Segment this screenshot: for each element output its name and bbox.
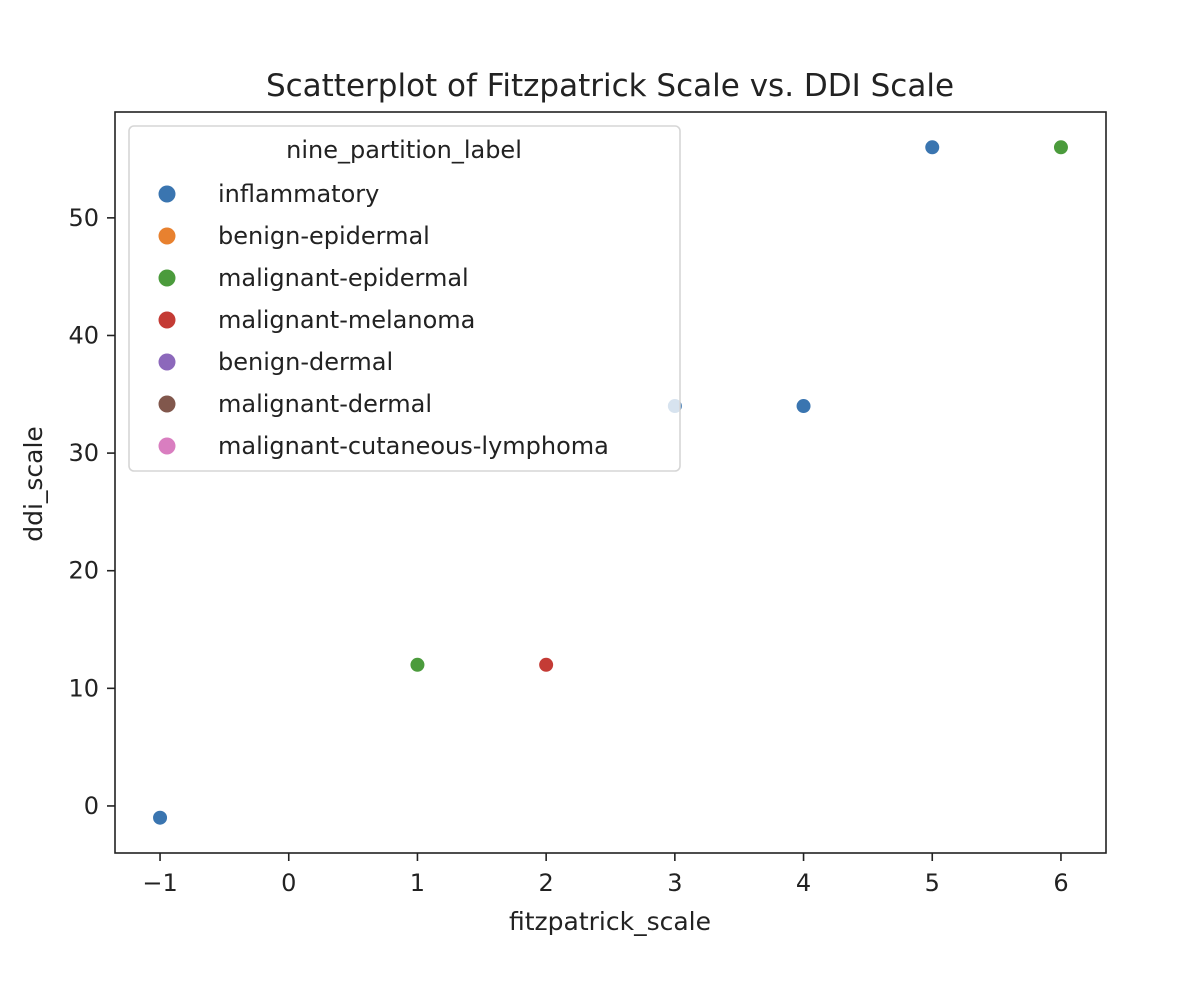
data-point-malignant-melanoma <box>538 656 555 673</box>
x-tick-label: 4 <box>796 869 811 897</box>
data-point-inflammatory <box>152 809 169 826</box>
legend-marker-inflammatory <box>158 185 176 203</box>
chart-title: Scatterplot of Fitzpatrick Scale vs. DDI… <box>266 68 954 104</box>
x-tick-label: 5 <box>925 869 940 897</box>
legend-label-malignant-cutaneous-lymphoma: malignant-cutaneous-lymphoma <box>218 432 609 460</box>
legend-marker-malignant-epidermal <box>158 269 176 287</box>
legend-label-benign-epidermal: benign-epidermal <box>218 222 430 250</box>
y-tick-label: 50 <box>68 204 99 232</box>
data-point-inflammatory <box>795 398 812 415</box>
y-tick-label: 10 <box>68 674 99 702</box>
y-axis: 0 10 20 30 40 50 <box>68 204 115 820</box>
data-point-malignant-epidermal <box>1052 139 1069 156</box>
x-tick-label: 0 <box>281 869 296 897</box>
legend-label-malignant-melanoma: malignant-melanoma <box>218 306 475 334</box>
x-tick-label: 1 <box>410 869 425 897</box>
legend-items: inflammatory benign-epidermal malignant-ep… <box>158 180 609 460</box>
x-tick-label: 3 <box>667 869 682 897</box>
x-tick-label: 6 <box>1053 869 1068 897</box>
y-tick-label: 40 <box>68 321 99 349</box>
plot-frame <box>114 111 1107 854</box>
data-point-malignant-epidermal <box>409 656 426 673</box>
legend: nine_partition_label inflammatory benign-… <box>128 125 681 472</box>
y-tick-label: 30 <box>68 439 99 467</box>
legend-marker-malignant-dermal <box>158 395 176 413</box>
legend-marker-benign-epidermal <box>158 227 176 245</box>
y-tick-label: 20 <box>68 557 99 585</box>
y-axis-label: ddi_scale <box>19 426 48 542</box>
legend-label-benign-dermal: benign-dermal <box>218 348 393 376</box>
x-axis: −1 0 1 2 3 4 5 6 <box>142 853 1069 897</box>
legend-box <box>128 125 681 472</box>
legend-marker-malignant-cutaneous-lymphoma <box>158 437 176 455</box>
x-axis-label: fitzpatrick_scale <box>509 907 711 936</box>
legend-label-malignant-dermal: malignant-dermal <box>218 390 432 418</box>
legend-marker-malignant-melanoma <box>158 311 176 329</box>
legend-marker-benign-dermal <box>158 353 176 371</box>
legend-label-malignant-epidermal: malignant-epidermal <box>218 264 469 292</box>
x-tick-label: 2 <box>539 869 554 897</box>
legend-label-inflammatory: inflammatory <box>218 180 379 208</box>
x-tick-label: −1 <box>142 869 177 897</box>
data-point-inflammatory <box>924 139 941 156</box>
legend-title: nine_partition_label <box>286 136 522 164</box>
y-tick-label: 0 <box>84 792 99 820</box>
